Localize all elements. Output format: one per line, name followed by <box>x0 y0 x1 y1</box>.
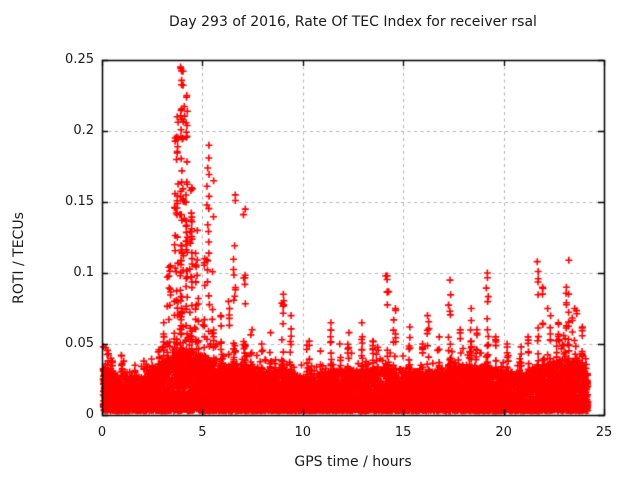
y-tick-label: 0.2 <box>73 123 94 138</box>
y-tick-label: 0.1 <box>73 265 94 280</box>
y-axis-label: ROTI / TECUs <box>11 212 27 304</box>
x-tick-label: 20 <box>495 425 512 440</box>
y-tick-label: 0 <box>85 407 94 422</box>
x-tick-label: 10 <box>294 425 312 440</box>
y-tick-label: 0.05 <box>65 336 94 351</box>
x-tick-label: 0 <box>97 425 107 440</box>
chart-title: Day 293 of 2016, Rate Of TEC Index for r… <box>169 14 537 30</box>
x-axis-label: GPS time / hours <box>294 454 412 470</box>
x-tick-label: 25 <box>595 425 613 440</box>
y-tick-label: 0.15 <box>65 194 94 209</box>
x-tick-label: 15 <box>394 425 412 440</box>
y-tick-label: 0.25 <box>65 52 94 67</box>
x-tick-label: 5 <box>198 425 207 440</box>
